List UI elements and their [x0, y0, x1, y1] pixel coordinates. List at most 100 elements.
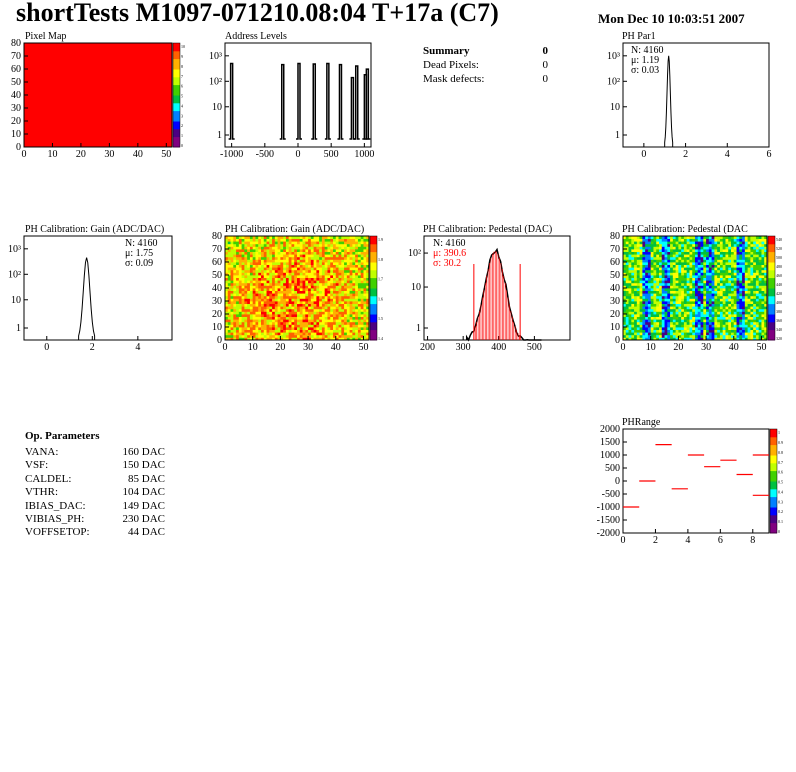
heatmap-cell: [703, 249, 707, 252]
heatmap-cell: [258, 264, 262, 268]
heatmap-cell: [656, 303, 660, 307]
colorbar-cell: [768, 314, 775, 318]
heatmap-cell: [305, 285, 309, 289]
heatmap-cell: [634, 316, 638, 320]
heatmap-cell: [653, 264, 657, 268]
heatmap-cell: [330, 285, 334, 289]
heatmap-cell: [335, 254, 339, 258]
heatmap-cell: [661, 301, 665, 304]
heatmap-cell: [706, 264, 710, 268]
heatmap-cell: [695, 334, 699, 338]
heatmap-cell: [683, 293, 688, 297]
heatmap-cell: [697, 241, 701, 245]
colorbar-cell: [768, 246, 775, 250]
heatmap-cell: [330, 334, 334, 338]
heatmap-cell: [744, 308, 749, 312]
heatmap-cell: [625, 324, 629, 328]
heatmap-cell: [628, 264, 632, 268]
heatmap-cell: [335, 303, 339, 307]
heatmap-cell: [341, 334, 345, 338]
heatmap-cell: [758, 337, 762, 341]
heatmap-cell: [731, 334, 735, 338]
heatmap-cell: [233, 277, 237, 281]
heatmap-cell: [352, 298, 356, 302]
heatmap-cell: [642, 306, 646, 310]
heatmap-cell: [272, 293, 276, 297]
heatmap-cell: [736, 308, 740, 312]
heatmap-cell: [272, 308, 276, 312]
heatmap-cell: [739, 298, 743, 302]
heatmap-cell: [294, 329, 298, 333]
heatmap-cell: [355, 329, 359, 333]
colorbar-cell: [370, 308, 377, 312]
colorbar-cell: [370, 295, 377, 299]
heatmap-cell: [313, 319, 317, 323]
heatmap-cell: [283, 324, 287, 328]
colorbar-cell: [770, 462, 777, 466]
colorbar-cell: [768, 290, 775, 294]
heatmap-cell: [261, 264, 265, 268]
heatmap-cell: [299, 321, 303, 325]
heatmap-cell: [316, 306, 320, 310]
address-peak: [295, 62, 302, 140]
gain-hist-title: PH Calibration: Gain (ADC/DAC): [25, 224, 165, 235]
heatmap-cell: [689, 275, 693, 278]
heatmap-cell: [725, 285, 729, 289]
heatmap-cell: [731, 264, 735, 268]
heatmap-cell: [310, 324, 315, 328]
heatmap-cell: [739, 236, 743, 239]
heatmap-cell: [269, 251, 273, 255]
heatmap-cell: [335, 277, 339, 281]
heatmap-cell: [642, 259, 646, 263]
heatmap-cell: [321, 324, 326, 328]
heatmap-cell: [261, 262, 265, 265]
heatmap-cell: [247, 321, 251, 325]
heatmap-cell: [711, 241, 715, 245]
heatmap-cell: [333, 319, 337, 323]
heatmap-cell: [653, 337, 657, 341]
heatmap-cell: [355, 314, 359, 317]
heatmap-cell: [706, 324, 710, 328]
heatmap-cell: [703, 251, 707, 255]
heatmap-cell: [302, 337, 306, 341]
x-tick-label: 0: [223, 342, 228, 353]
heatmap-cell: [695, 337, 699, 341]
heatmap-cell: [686, 264, 690, 268]
heatmap-cell: [653, 285, 657, 289]
heatmap-cell: [230, 269, 234, 273]
heatmap-cell: [330, 303, 334, 307]
heatmap-cell: [731, 324, 735, 328]
heatmap-cell: [330, 241, 334, 245]
heatmap-cell: [722, 262, 726, 265]
heatmap-cell: [352, 256, 356, 260]
heatmap-cell: [672, 259, 677, 263]
heatmap-cell: [313, 288, 317, 291]
heatmap-cell: [349, 259, 353, 263]
heatmap-cell: [636, 269, 641, 273]
heatmap-cell: [233, 316, 237, 320]
heatmap-cell: [261, 321, 265, 325]
heatmap-cell: [739, 275, 743, 278]
heatmap-cell: [722, 256, 726, 260]
heatmap-cell: [344, 280, 348, 284]
heatmap-cell: [335, 238, 339, 242]
heatmap-cell: [263, 303, 267, 307]
heatmap-cell: [266, 262, 270, 265]
heatmap-cell: [247, 303, 251, 307]
heatmap-cell: [274, 306, 279, 310]
heatmap-cell: [750, 264, 754, 268]
heatmap-cell: [283, 256, 287, 260]
heatmap-cell: [642, 316, 646, 320]
heatmap-cell: [266, 238, 270, 242]
heatmap-cell: [653, 308, 657, 312]
heatmap-cell: [335, 282, 339, 286]
heatmap-cell: [744, 303, 749, 307]
heatmap-cell: [297, 337, 301, 341]
colorbar-cell: [770, 483, 777, 487]
heatmap-cell: [700, 280, 704, 284]
heatmap-cell: [247, 285, 251, 289]
heatmap-cell: [647, 327, 652, 330]
heatmap-cell: [708, 264, 713, 268]
heatmap-cell: [352, 246, 356, 250]
heatmap-cell: [316, 249, 320, 252]
